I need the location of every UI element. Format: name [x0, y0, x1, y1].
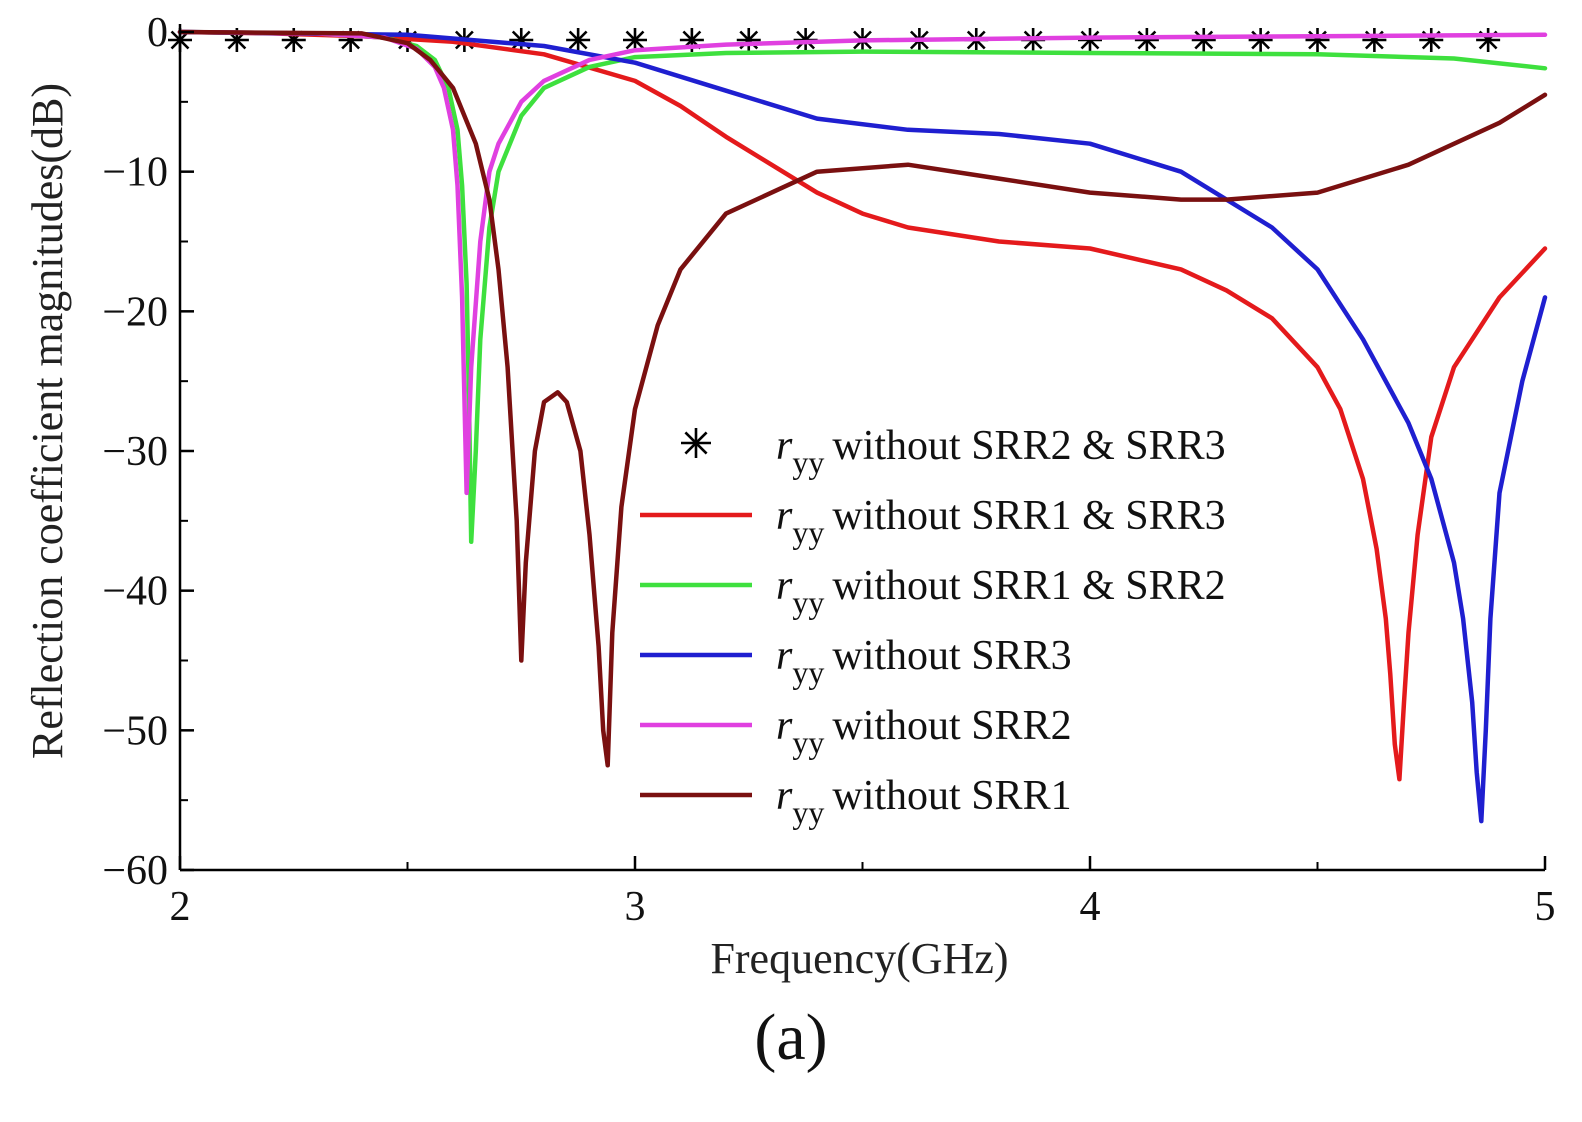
- legend-name: without SRR1 & SRR2: [832, 563, 1225, 609]
- legend-label: ryy without SRR1: [776, 773, 1072, 830]
- data-point: [1248, 28, 1273, 52]
- data-point: [736, 28, 761, 52]
- legend-symbol: r: [776, 423, 793, 469]
- series-line-6: [177, 29, 1548, 768]
- legend-label: ryy without SRR1 & SRR3: [776, 493, 1226, 550]
- y-tick-label: 0: [147, 10, 168, 56]
- legend-label: ryy without SRR2: [776, 703, 1072, 760]
- legend-symbol: r: [776, 773, 793, 819]
- legend-name: without SRR2: [832, 703, 1071, 749]
- legend-name: without SRR3: [832, 633, 1071, 679]
- legend-item-1: ryy without SRR2 & SRR3: [681, 423, 1226, 480]
- data-point: [1362, 28, 1387, 52]
- legend-symbol: r: [776, 703, 793, 749]
- data-point: [1191, 28, 1216, 52]
- data-point: [1078, 28, 1102, 52]
- legend-label: ryy without SRR1 & SRR2: [776, 563, 1226, 620]
- x-tick-label: 2: [170, 884, 191, 930]
- y-tick-label: −30: [102, 429, 168, 475]
- legend-name: without SRR1 & SRR3: [832, 493, 1225, 539]
- data-point: [566, 28, 591, 52]
- legend-symbol: r: [776, 563, 793, 609]
- x-tick-label: 3: [625, 884, 646, 930]
- series-layer: [168, 28, 1548, 824]
- legend-subscript: yy: [792, 444, 824, 480]
- chart: 2 3 4 5 0 −10 −20 −30 −40 −50 −60 Frequency(GHz) Ref…: [23, 10, 1556, 983]
- legend-subscript: yy: [792, 724, 824, 760]
- series-line-4: [177, 29, 1548, 824]
- legend-name: without SRR2 & SRR3: [832, 423, 1225, 469]
- legend-subscript: yy: [792, 584, 824, 620]
- y-tick-label: −20: [102, 289, 168, 335]
- legend-symbol: r: [776, 633, 793, 679]
- data-point: [509, 28, 534, 52]
- legend-subscript: yy: [792, 794, 824, 830]
- legend-marker: [681, 428, 711, 458]
- legend-subscript: yy: [792, 514, 824, 550]
- legend-symbol: r: [776, 493, 793, 539]
- legend-label: ryy without SRR2 & SRR3: [776, 423, 1226, 480]
- y-tick-label: −60: [102, 848, 168, 894]
- series-line-2: [177, 29, 1548, 782]
- data-point: [1419, 28, 1444, 52]
- legend-item-2: ryy without SRR1 & SRR3: [640, 493, 1226, 550]
- figure-caption: (a): [754, 1001, 828, 1074]
- axes-layer: 2 3 4 5 0 −10 −20 −30 −40 −50 −60 Frequency(GHz) Ref…: [23, 10, 1556, 983]
- x-tick-label: 4: [1080, 884, 1101, 930]
- legend-item-4: ryy without SRR3: [640, 633, 1072, 690]
- y-axis-title: Reflection coefficient magnitudes(dB): [23, 83, 72, 759]
- y-tick-label: −40: [102, 569, 168, 615]
- data-point: [1134, 28, 1159, 52]
- legend-item-6: ryy without SRR1: [640, 773, 1072, 830]
- legend-label: ryy without SRR3: [776, 633, 1072, 690]
- data-point: [1305, 28, 1330, 52]
- y-tick-label: −10: [102, 150, 168, 196]
- legend-item-5: ryy without SRR2: [640, 703, 1072, 760]
- series-line-3: [177, 29, 1548, 545]
- legend-name: without SRR1: [832, 773, 1071, 819]
- legend-item-3: ryy without SRR1 & SRR2: [640, 563, 1226, 620]
- data-point: [1476, 28, 1501, 52]
- y-tick-label: −50: [102, 708, 168, 754]
- x-tick-label: 5: [1535, 884, 1556, 930]
- x-axis-title: Frequency(GHz): [710, 934, 1008, 983]
- legend-subscript: yy: [792, 654, 824, 690]
